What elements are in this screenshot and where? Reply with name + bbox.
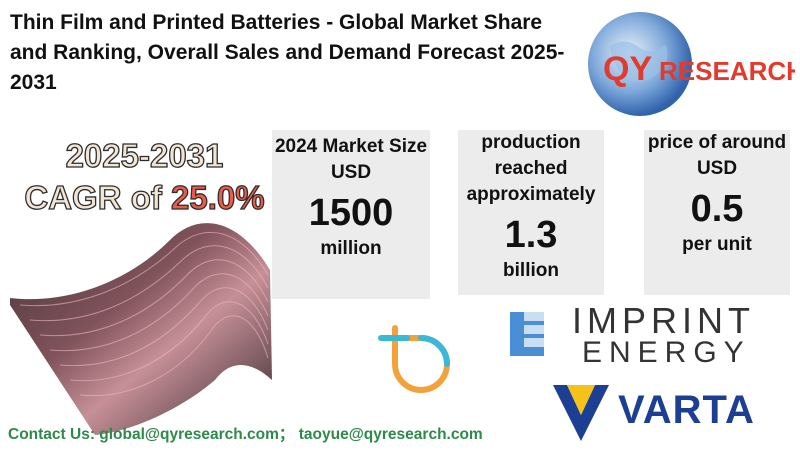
imprint-energy-logo — [510, 312, 544, 356]
thin-film-battery-image — [10, 223, 272, 435]
varta-logo — [553, 385, 609, 441]
energy-text: ENERGY — [582, 336, 751, 369]
card-unit: per unit — [682, 234, 752, 255]
logo-research-text: RESEARCH — [659, 56, 795, 86]
production-card: production reached approximately 1.3 bil… — [458, 130, 604, 295]
price-card: price of around USD 0.5 per unit — [644, 130, 790, 295]
card-label: 2024 Market Size USD — [274, 136, 428, 183]
card-value: 1500 — [308, 192, 394, 234]
qyresearch-logo: QY RESEARCH — [588, 12, 795, 116]
logo-qy-text: QY — [603, 50, 652, 88]
card-value: 0.5 — [690, 188, 744, 230]
cagr-value: 25.0% — [170, 178, 265, 216]
card-label: price of around USD — [647, 132, 787, 179]
varta-text: VARTA — [618, 388, 755, 432]
cagr-line: CAGR of 25.0% — [12, 177, 277, 219]
card-unit: billion — [503, 260, 559, 281]
cagr-years: 2025-2031 — [65, 136, 224, 174]
contact-info: Contact Us: global@qyresearch.com； taoyu… — [8, 426, 483, 443]
cagr-banner: 2025-2031 CAGR of 25.0% — [12, 135, 277, 219]
card-label: production reached approximately — [466, 132, 596, 205]
card-value: 1.3 — [504, 214, 558, 256]
page-title: Thin Film and Printed Batteries - Global… — [10, 11, 565, 94]
card-unit: million — [320, 238, 382, 259]
cagr-prefix: CAGR of — [24, 178, 172, 216]
market-size-card: 2024 Market Size USD 1500 million — [272, 130, 430, 299]
imprint-text: IMPRINT — [572, 300, 755, 341]
company-mark-icon — [378, 325, 450, 393]
